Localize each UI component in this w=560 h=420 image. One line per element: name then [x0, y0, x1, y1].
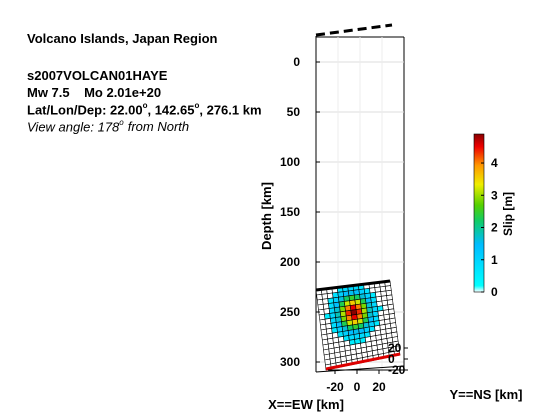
colorbar-tick-label: 4: [491, 156, 498, 170]
location-line: Lat/Lon/Dep: 22.00o, 142.65o, 276.1 km: [27, 101, 262, 118]
mo-value: Mo 2.01e+20: [84, 85, 162, 100]
y-tick-label: -20: [388, 363, 406, 377]
loc-mid: , 142.65: [147, 102, 195, 118]
x-tick-label: -20: [326, 380, 344, 394]
view-angle-line: View angle: 178o from North: [27, 118, 190, 135]
fault-bottom-edge: [325, 352, 401, 371]
depth-axis: 0 50 100 150 200 250 300: [280, 55, 320, 369]
depth-tick-label: 200: [280, 255, 300, 269]
depth-tick-label: 250: [280, 305, 300, 319]
mw-value: Mw 7.5: [27, 85, 70, 100]
y-axis-label: Y==NS [km]: [450, 387, 523, 402]
depth-tick-label: 50: [287, 105, 301, 119]
x-tick-label: 20: [372, 380, 386, 394]
y-tick-label: 20: [388, 341, 402, 355]
depth-tick-label: 0: [293, 55, 300, 69]
y-axis: 200-20: [388, 335, 408, 377]
fault-plane: [315, 279, 401, 371]
fault-top-edge: [315, 279, 391, 292]
view-suffix: from North: [127, 119, 190, 135]
depth-axis-label: Depth [km]: [259, 182, 274, 250]
loc-suffix: , 276.1 km: [199, 102, 262, 118]
colorbar-tick-label: 3: [491, 188, 498, 202]
surface-trace-line: [315, 23, 393, 37]
x-tick-label: 0: [354, 380, 361, 394]
x-axis: -20 0 20: [326, 369, 404, 394]
view-prefix: View angle: 178: [27, 119, 120, 135]
degree-symbol: o: [142, 101, 148, 110]
depth-tick-label: 100: [280, 155, 300, 169]
depth-tick-label: 150: [280, 205, 300, 219]
colorbar-tick-label: 2: [491, 221, 498, 235]
y-tick-label: 0: [388, 352, 395, 366]
slip-colorbar: 0 1 2 3 4: [473, 133, 498, 299]
colorbar-tick-label: 0: [491, 285, 498, 299]
event-id: s2007VOLCAN01HAYE: [27, 68, 168, 83]
colorbar-tick-label: 1: [491, 253, 498, 267]
plot-box-front-edges: [315, 23, 405, 373]
box-edge: [315, 365, 405, 373]
colorbar-label: Slip [m]: [501, 192, 515, 236]
depth-tick-label: 300: [280, 355, 300, 369]
colorbar-gradient: [473, 133, 485, 293]
loc-prefix: Lat/Lon/Dep: 22.00: [27, 102, 143, 118]
magnitude-line: Mw 7.5 Mo 2.01e+20: [27, 85, 161, 100]
x-axis-label: X==EW [km]: [268, 397, 344, 412]
region-title: Volcano Islands, Japan Region: [27, 31, 218, 46]
degree-symbol: o: [194, 101, 200, 110]
degree-symbol: o: [119, 118, 124, 127]
